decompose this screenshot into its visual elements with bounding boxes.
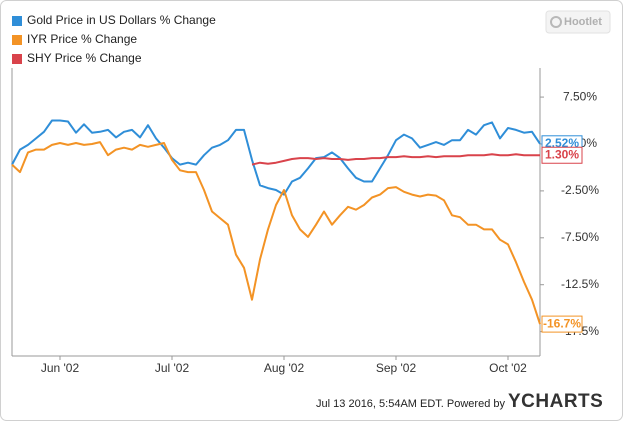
footer: Jul 13 2016, 5:54AM EDT. Powered by (316, 398, 505, 410)
x-tick-label: Aug '02 (264, 361, 305, 375)
y-tick-label: -12.5% (561, 277, 599, 291)
legend-swatch (12, 54, 22, 64)
watermark: Hootlet (545, 10, 611, 34)
end-label: -16.7% (543, 316, 581, 330)
end-label: 1.30% (545, 147, 579, 161)
y-tick-label: -2.50% (561, 183, 599, 197)
x-tick-label: Sep '02 (376, 361, 417, 375)
end-label: 2.52% (545, 136, 579, 150)
series-line (11, 119, 541, 196)
end-label-box (541, 146, 583, 164)
series-line (251, 153, 540, 166)
legend-swatch (12, 16, 22, 26)
legend-label: SHY Price % Change (27, 51, 142, 65)
legend-swatch (12, 35, 22, 45)
end-label-box (541, 315, 583, 333)
y-tick-label: -7.50% (561, 230, 599, 244)
y-tick-label: 7.50% (563, 89, 597, 103)
legend-label: Gold Price in US Dollars % Change (27, 13, 216, 27)
x-tick-label: Jul '02 (155, 361, 190, 375)
watermark-box (545, 10, 611, 34)
x-tick-label: Jun '02 (41, 361, 80, 375)
legend-label: IYR Price % Change (27, 32, 137, 46)
series-line (11, 141, 541, 325)
footer-brand: YCHARTS (508, 391, 603, 412)
watermark-text: Hootlet (564, 16, 602, 28)
watermark-icon (550, 16, 562, 28)
x-tick-label: Oct '02 (489, 361, 527, 375)
